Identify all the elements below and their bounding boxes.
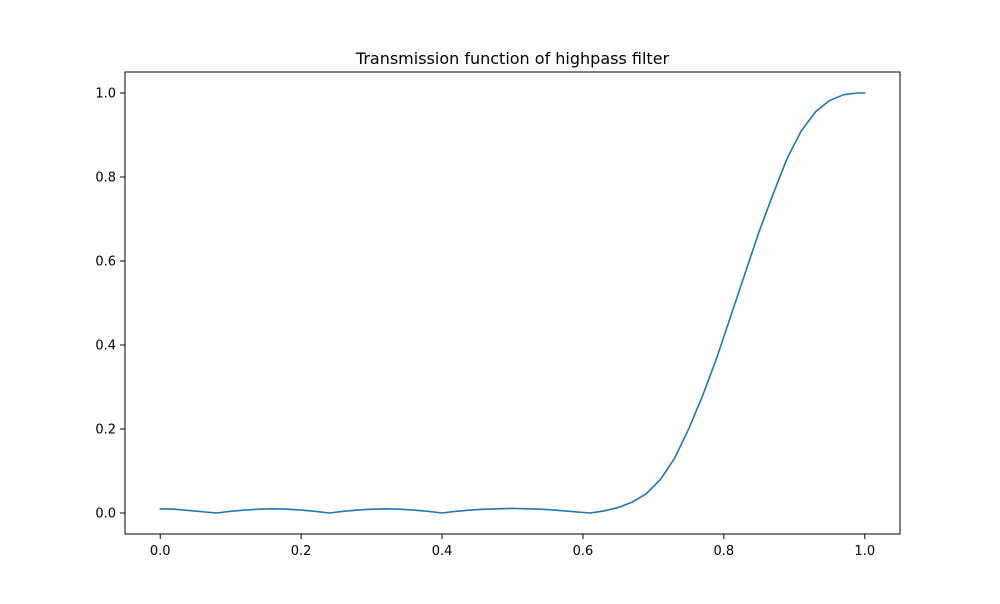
y-tick-label: 0.0 bbox=[95, 507, 116, 522]
x-tick-label: 1.0 bbox=[854, 544, 875, 559]
plot-area-frame bbox=[124, 71, 901, 535]
x-tick-label: 0.0 bbox=[150, 544, 171, 559]
y-tick-label: 1.0 bbox=[95, 87, 116, 102]
x-axis: 0.0 0.2 0.4 0.6 0.8 1.0 bbox=[150, 534, 875, 559]
x-tick-label: 0.2 bbox=[291, 544, 312, 559]
series-layer bbox=[159, 92, 866, 514]
x-tick-label: 0.6 bbox=[573, 544, 594, 559]
y-tick-label: 0.6 bbox=[95, 255, 116, 270]
y-tick-label: 0.8 bbox=[95, 171, 116, 186]
y-axis: 0.0 0.2 0.4 0.6 0.8 1.0 bbox=[95, 87, 125, 522]
x-tick-label: 0.4 bbox=[432, 544, 453, 559]
series-line bbox=[159, 92, 866, 514]
chart-title: Transmission function of highpass filter bbox=[355, 49, 670, 68]
x-tick-label: 0.8 bbox=[714, 544, 735, 559]
y-tick-label: 0.2 bbox=[95, 423, 116, 438]
y-tick-label: 0.4 bbox=[95, 339, 116, 354]
